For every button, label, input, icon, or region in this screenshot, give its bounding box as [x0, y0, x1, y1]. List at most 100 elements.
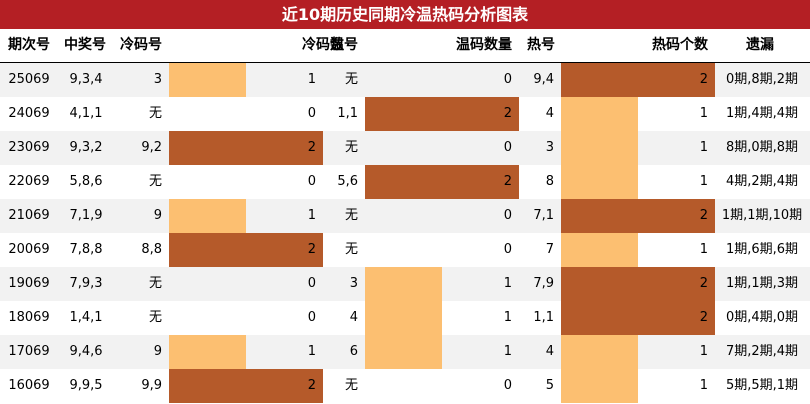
cold-count-label: 1	[307, 208, 316, 223]
warm-cell: 无	[344, 378, 358, 393]
cold-count-bar	[169, 63, 246, 97]
warm-count-label: 0	[503, 208, 512, 223]
hot-count-label: 1	[699, 106, 708, 121]
period-cell: 21069	[8, 208, 50, 223]
hot-count-bar	[561, 165, 638, 199]
cold-cell: 9	[153, 344, 162, 359]
missing-cell: 1期,6期,6期	[725, 242, 799, 257]
table-row: 19069 7,9,3 无 0 3 1 7,9 2 1期,1期,3期	[0, 267, 810, 301]
cold-count-label: 0	[307, 106, 316, 121]
hot-cell: 5	[545, 378, 554, 393]
cold-cell: 无	[148, 276, 162, 291]
table-row: 17069 9,4,6 9 1 6 1 4 1 7期,2期,4期	[0, 335, 810, 369]
warm-cell: 3	[349, 276, 358, 291]
period-cell: 24069	[8, 106, 50, 121]
header-missing: 遗漏	[746, 37, 774, 53]
warm-count-label: 0	[503, 378, 512, 393]
hot-cell: 1,1	[533, 310, 554, 325]
missing-cell: 1期,1期,10期	[721, 208, 803, 223]
cold-cell: 9	[153, 208, 162, 223]
hot-cell: 7,1	[533, 208, 554, 223]
cold-cell: 9,2	[141, 140, 162, 155]
winning-cell: 7,1,9	[69, 208, 103, 223]
warm-count-label: 1	[503, 344, 512, 359]
warm-cell: 无	[344, 242, 358, 257]
cold-count-bar	[169, 233, 323, 267]
missing-cell: 4期,2期,4期	[725, 174, 799, 189]
period-cell: 17069	[8, 344, 50, 359]
warm-count-label: 1	[503, 276, 512, 291]
header-hot: 热号	[527, 37, 555, 53]
cold-count-label: 0	[307, 174, 316, 189]
period-cell: 22069	[8, 174, 50, 189]
header-cold: 冷码号	[120, 37, 162, 53]
hot-count-bar	[561, 335, 638, 369]
table-row: 25069 9,3,4 3 1 无 0 9,4 2 0期,8期,2期	[0, 63, 810, 97]
cold-count-label: 0	[307, 310, 316, 325]
hot-count-label: 1	[699, 344, 708, 359]
warm-count-bar	[365, 301, 442, 335]
cold-count-bar	[169, 369, 323, 403]
table-row: 23069 9,3,2 9,2 2 无 0 3 1 8期,0期,8期	[0, 131, 810, 165]
period-cell: 20069	[8, 242, 50, 257]
warm-count-bar	[365, 165, 519, 199]
cold-cell: 无	[148, 174, 162, 189]
cold-count-bar	[169, 199, 246, 233]
hot-count-bar	[561, 199, 715, 233]
table-header: 期次号 中奖号 冷码号 冷码数 温号 温码数量 热号 热码个数 遗漏	[0, 29, 810, 63]
hot-cell: 9,4	[533, 72, 554, 87]
winning-cell: 7,8,8	[69, 242, 103, 257]
missing-cell: 1期,1期,3期	[725, 276, 799, 291]
header-hot-count: 热码个数	[652, 37, 708, 53]
header-period: 期次号	[8, 37, 50, 53]
missing-cell: 7期,2期,4期	[725, 344, 799, 359]
hot-cell: 4	[545, 106, 554, 121]
winning-cell: 4,1,1	[69, 106, 103, 121]
hot-count-bar	[561, 369, 638, 403]
warm-cell: 4	[349, 310, 358, 325]
warm-cell: 无	[344, 208, 358, 223]
cold-count-label: 1	[307, 72, 316, 87]
hot-count-bar	[561, 301, 715, 335]
hot-count-label: 1	[699, 174, 708, 189]
cold-count-bar	[169, 131, 323, 165]
warm-count-label: 0	[503, 242, 512, 257]
table-row: 24069 4,1,1 无 0 1,1 2 4 1 1期,4期,4期	[0, 97, 810, 131]
missing-cell: 1期,4期,4期	[725, 106, 799, 121]
hot-count-bar	[561, 267, 715, 301]
hot-cell: 7,9	[533, 276, 554, 291]
winning-cell: 7,9,3	[69, 276, 103, 291]
hot-count-label: 1	[699, 378, 708, 393]
header-warm: 温号	[330, 37, 358, 53]
hot-count-bar	[561, 131, 638, 165]
warm-count-label: 0	[503, 140, 512, 155]
missing-cell: 0期,4期,0期	[725, 310, 799, 325]
winning-cell: 1,4,1	[69, 310, 103, 325]
table-row: 21069 7,1,9 9 1 无 0 7,1 2 1期,1期,10期	[0, 199, 810, 233]
cold-cell: 无	[148, 310, 162, 325]
table-row: 22069 5,8,6 无 0 5,6 2 8 1 4期,2期,4期	[0, 165, 810, 199]
hot-cell: 8	[545, 174, 554, 189]
hot-count-label: 2	[699, 310, 708, 325]
hot-count-bar	[561, 97, 638, 131]
missing-cell: 0期,8期,2期	[725, 72, 799, 87]
cold-count-label: 1	[307, 344, 316, 359]
period-cell: 19069	[8, 276, 50, 291]
cold-cell: 3	[153, 72, 162, 87]
hot-count-label: 1	[699, 242, 708, 257]
cold-count-label: 2	[307, 140, 316, 155]
warm-cell: 1,1	[337, 106, 358, 121]
table-row: 18069 1,4,1 无 0 4 1 1,1 2 0期,4期,0期	[0, 301, 810, 335]
hot-count-bar	[561, 63, 715, 97]
cold-count-label: 2	[307, 242, 316, 257]
hot-count-label: 2	[699, 276, 708, 291]
warm-count-label: 0	[503, 72, 512, 87]
warm-count-label: 2	[503, 106, 512, 121]
header-cold-count: 冷码数	[302, 37, 344, 53]
winning-cell: 9,3,2	[69, 140, 103, 155]
cold-count-label: 0	[307, 276, 316, 291]
winning-cell: 9,4,6	[69, 344, 103, 359]
hot-count-label: 2	[699, 72, 708, 87]
missing-cell: 5期,5期,1期	[725, 378, 799, 393]
warm-count-bar	[365, 335, 442, 369]
